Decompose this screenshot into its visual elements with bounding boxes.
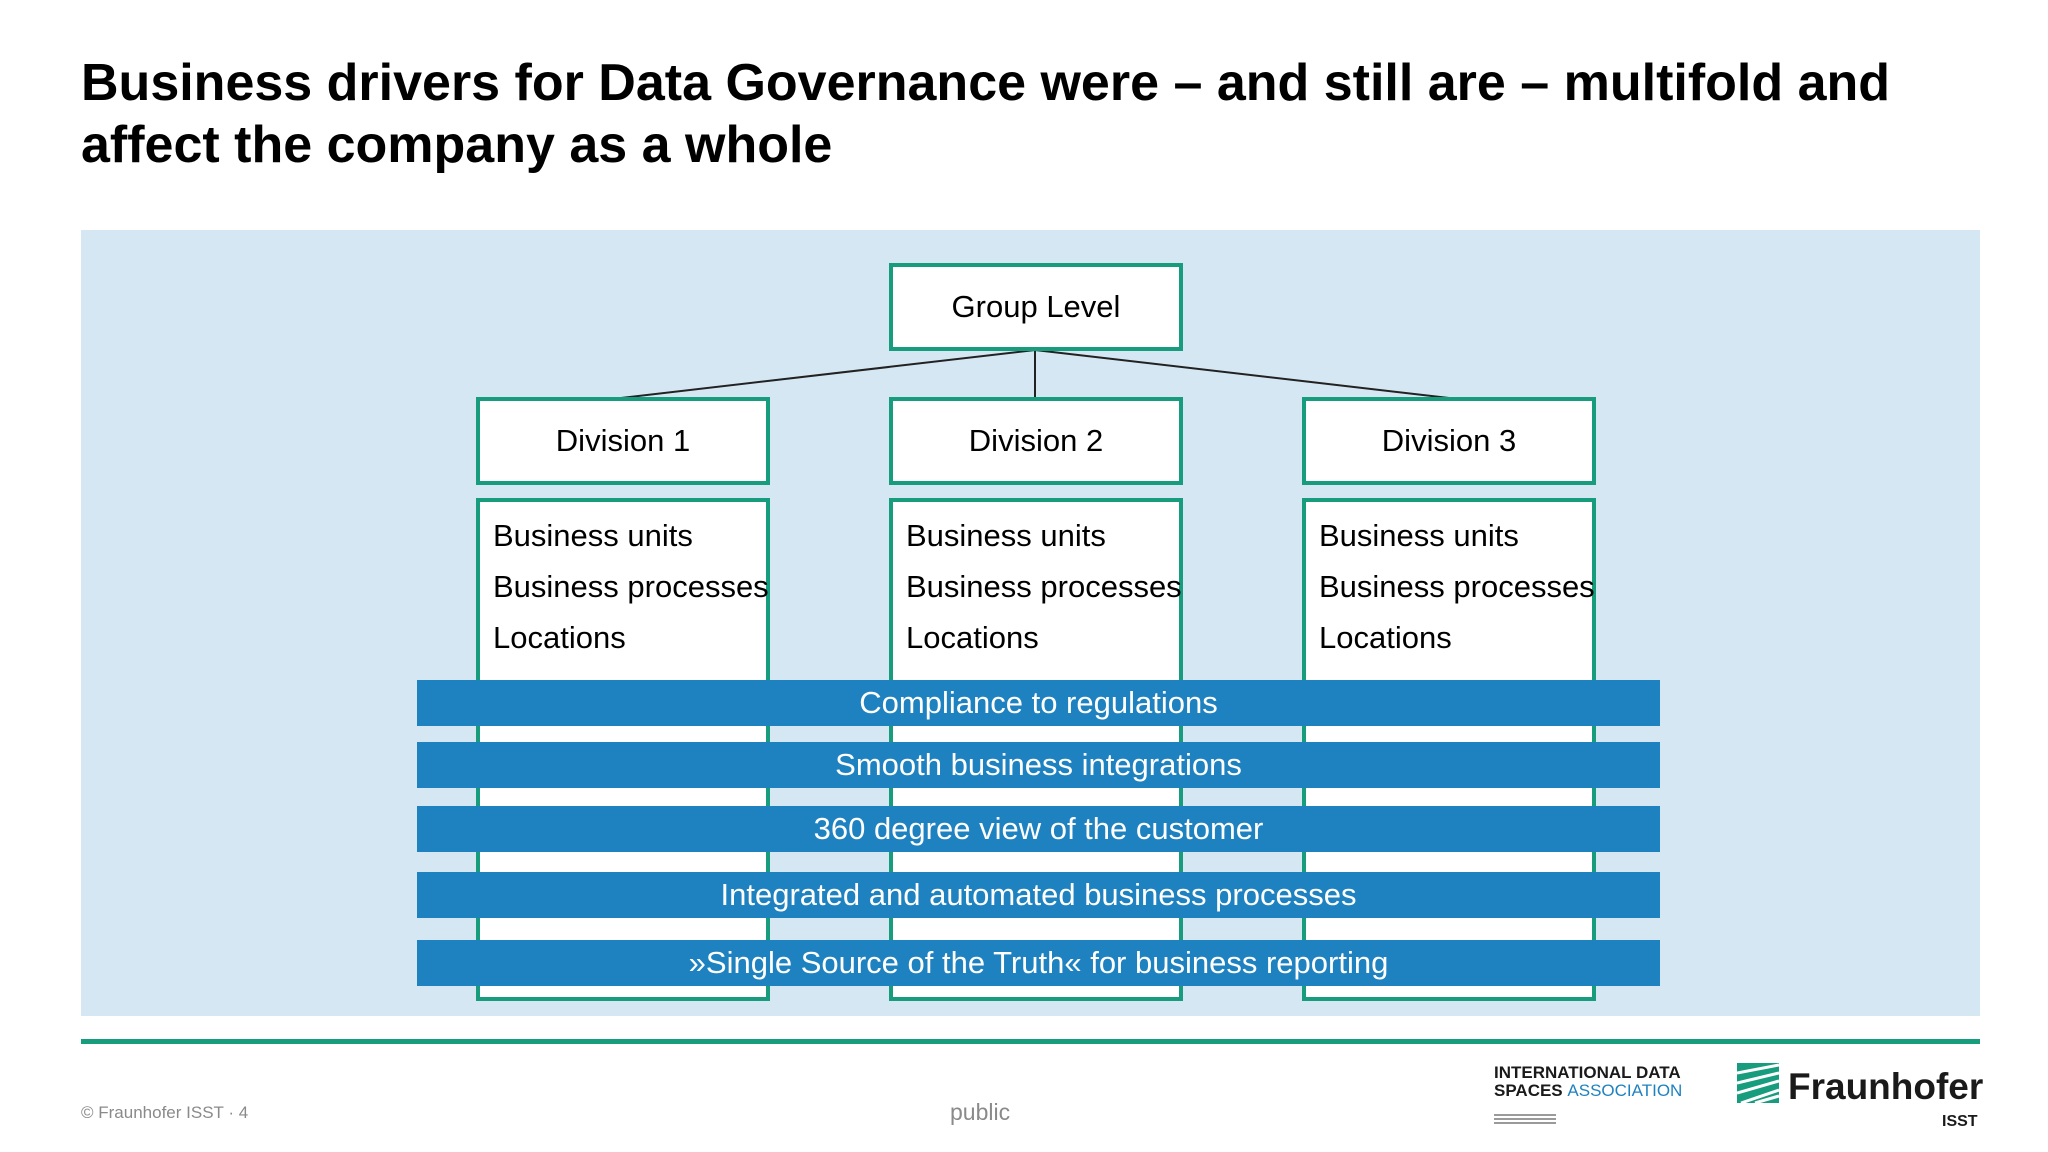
driver-bar-integrations: Smooth business integrations — [417, 742, 1660, 788]
ids-logo-spaces: SPACES — [1494, 1081, 1563, 1100]
driver-bar-automated-processes: Integrated and automated business proces… — [417, 872, 1660, 918]
driver-bar-label: Smooth business integrations — [835, 747, 1242, 782]
division-3-business-processes: Business processes — [1319, 569, 1595, 604]
driver-bar-compliance: Compliance to regulations — [417, 680, 1660, 726]
isst-label: ISST — [1942, 1113, 1978, 1130]
division-1-business-processes: Business processes — [493, 569, 769, 604]
division-2-business-units: Business units — [906, 518, 1106, 553]
division-2-business-processes: Business processes — [906, 569, 1182, 604]
ids-association-logo: INTERNATIONAL DATA SPACES ASSOCIATION — [1494, 1064, 1682, 1100]
ids-logo-line-2: SPACES ASSOCIATION — [1494, 1082, 1682, 1100]
ids-logo-stripes — [1494, 1114, 1556, 1124]
division-1-business-units: Business units — [493, 518, 693, 553]
driver-bar-single-source-truth: »Single Source of the Truth« for busines… — [417, 940, 1660, 986]
division-3-locations: Locations — [1319, 620, 1452, 655]
ids-logo-line-1: INTERNATIONAL DATA — [1494, 1063, 1681, 1082]
division-1-box: Division 1 — [476, 397, 770, 485]
division-1-label: Division 1 — [555, 423, 691, 458]
fraunhofer-logo-icon — [1737, 1063, 1779, 1103]
driver-bar-label: Compliance to regulations — [859, 685, 1218, 720]
copyright-text: © Fraunhofer ISST · 4 — [81, 1103, 249, 1122]
slide-title-line-1: Business drivers for Data Governance wer… — [81, 54, 1891, 112]
driver-bar-label: 360 degree view of the customer — [813, 811, 1264, 846]
ids-logo-association: ASSOCIATION — [1567, 1081, 1683, 1100]
driver-bar-label: Integrated and automated business proces… — [720, 877, 1357, 912]
division-2-box: Division 2 — [889, 397, 1183, 485]
classification-label: public — [950, 1099, 1011, 1125]
connector-group-division-3 — [1034, 349, 1450, 399]
connector-group-division-1 — [620, 349, 1036, 399]
fraunhofer-wordmark: Fraunhofer — [1788, 1066, 1984, 1107]
driver-bar-label: »Single Source of the Truth« for busines… — [688, 945, 1389, 980]
group-level-box: Group Level — [889, 263, 1183, 351]
footer-divider — [81, 1039, 1980, 1044]
division-1-locations: Locations — [493, 620, 626, 655]
slide-title: Business drivers for Data Governance wer… — [81, 52, 1961, 176]
division-3-box: Division 3 — [1302, 397, 1596, 485]
division-2-label: Division 2 — [968, 423, 1104, 458]
driver-bar-customer-view: 360 degree view of the customer — [417, 806, 1660, 852]
division-3-business-units: Business units — [1319, 518, 1519, 553]
division-3-label: Division 3 — [1381, 423, 1517, 458]
slide-title-line-2: affect the company as a whole — [81, 116, 833, 174]
group-level-label: Group Level — [951, 289, 1121, 324]
division-2-locations: Locations — [906, 620, 1039, 655]
